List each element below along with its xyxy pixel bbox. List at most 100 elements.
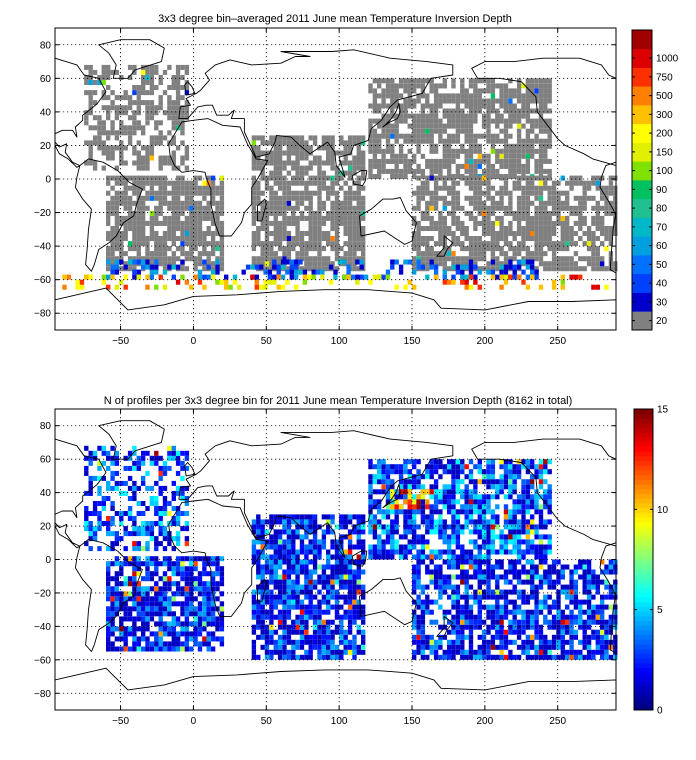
data-cell xyxy=(356,150,361,156)
data-cell xyxy=(219,636,225,642)
data-cell xyxy=(295,554,300,560)
data-cell xyxy=(495,174,500,180)
data-cell xyxy=(578,274,583,280)
data-cell xyxy=(468,98,474,104)
data-cell xyxy=(447,609,452,615)
data-cell xyxy=(347,644,353,650)
data-cell xyxy=(184,266,190,272)
data-cell xyxy=(429,469,434,475)
data-cell xyxy=(321,564,327,570)
data-cell xyxy=(438,514,443,520)
data-cell xyxy=(468,103,474,109)
data-cell xyxy=(381,163,386,169)
data-cell xyxy=(447,524,452,530)
data-cell xyxy=(145,205,150,211)
data-cell xyxy=(416,629,421,635)
data-cell xyxy=(521,499,526,505)
data-cell xyxy=(132,226,137,232)
data-cell xyxy=(286,150,292,156)
data-cell xyxy=(334,569,340,575)
data-cell xyxy=(451,474,456,480)
coastline-europe xyxy=(178,49,454,178)
data-cell xyxy=(277,624,283,630)
data-cell xyxy=(477,163,482,169)
data-cell xyxy=(110,616,115,622)
data-cell xyxy=(282,140,287,146)
data-cell xyxy=(499,195,504,201)
data-cell xyxy=(416,226,421,232)
data-cell xyxy=(215,626,220,632)
data-cell xyxy=(127,75,133,81)
data-cell xyxy=(573,241,579,247)
data-cell xyxy=(97,145,102,151)
data-cell xyxy=(312,226,318,232)
data-cell xyxy=(184,115,190,121)
data-cell xyxy=(286,599,292,605)
data-cell xyxy=(273,165,278,171)
data-cell xyxy=(377,108,382,114)
data-cell xyxy=(330,246,335,252)
data-cell xyxy=(508,163,513,169)
data-cell xyxy=(88,480,93,486)
data-cell xyxy=(481,133,487,139)
data-cell xyxy=(481,241,487,247)
data-cell xyxy=(132,490,137,496)
data-cell xyxy=(312,135,318,141)
data-cell xyxy=(543,148,548,154)
data-cell xyxy=(538,210,544,216)
data-cell xyxy=(468,489,474,495)
data-cell xyxy=(604,226,609,232)
data-cell xyxy=(442,559,447,565)
data-cell xyxy=(110,246,115,252)
data-cell xyxy=(154,601,159,607)
data-cell xyxy=(503,479,509,485)
data-cell xyxy=(468,514,474,520)
data-cell xyxy=(114,455,120,461)
data-cell xyxy=(286,200,292,206)
data-cell xyxy=(438,210,443,216)
data-cell xyxy=(106,531,111,537)
data-cell xyxy=(167,631,172,637)
data-cell xyxy=(516,88,522,94)
data-cell xyxy=(352,246,357,252)
data-cell xyxy=(412,544,417,550)
data-cell xyxy=(321,569,327,575)
data-cell xyxy=(330,569,335,575)
data-cell xyxy=(175,246,181,252)
data-cell xyxy=(132,556,137,562)
data-cell xyxy=(569,210,574,216)
data-cell xyxy=(84,445,89,451)
data-cell xyxy=(62,284,67,290)
data-cell xyxy=(560,256,565,262)
data-cell xyxy=(538,226,544,232)
data-cell xyxy=(551,231,557,237)
data-cell xyxy=(180,236,185,242)
data-cell xyxy=(286,236,292,242)
data-cell xyxy=(110,175,115,181)
data-cell xyxy=(88,526,93,532)
data-cell xyxy=(473,539,478,545)
data-cell xyxy=(499,284,504,290)
data-cell xyxy=(363,274,369,280)
data-cell xyxy=(429,509,434,515)
data-cell xyxy=(136,511,141,517)
data-cell xyxy=(425,256,430,262)
data-cell xyxy=(158,626,163,632)
data-cell xyxy=(490,469,496,475)
data-cell xyxy=(277,140,283,146)
data-cell xyxy=(101,506,106,512)
data-cell xyxy=(390,489,395,495)
data-cell xyxy=(145,155,150,161)
data-cell xyxy=(525,264,531,270)
data-cell xyxy=(525,494,531,500)
data-cell xyxy=(495,108,500,114)
data-cell xyxy=(184,566,190,572)
data-cell xyxy=(277,160,283,166)
data-cell xyxy=(460,118,465,124)
data-cell xyxy=(277,256,283,262)
data-cell xyxy=(127,125,133,131)
data-cell xyxy=(569,274,574,280)
data-cell xyxy=(219,601,225,607)
data-cell xyxy=(442,128,447,134)
data-cell xyxy=(486,83,491,89)
